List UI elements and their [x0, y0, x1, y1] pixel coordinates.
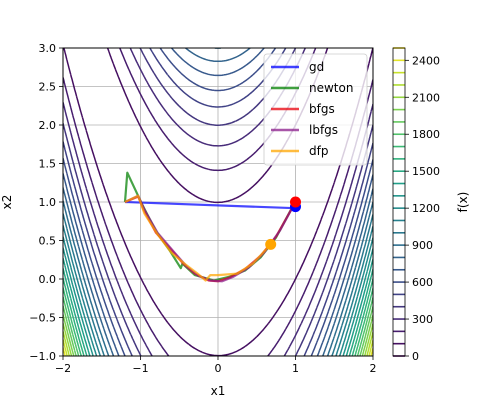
y-tick-label: 3.0	[39, 42, 57, 55]
legend-label-bfgs: bfgs	[309, 102, 335, 116]
contour-level-600	[63, 48, 373, 356]
contour-level-900	[63, 48, 373, 356]
x-tick-label: 1	[292, 362, 299, 375]
legend-label-gd: gd	[309, 60, 324, 74]
contour-level-1300	[63, 247, 373, 356]
contour-level-1500	[63, 268, 373, 356]
contour-level-1000	[63, 213, 373, 356]
legend-label-dfp: dfp	[309, 144, 328, 158]
colorbar-tick-label: 1200	[412, 202, 440, 215]
colorbar-label: f(x)	[456, 192, 470, 213]
contour-level-800	[63, 48, 373, 356]
x-tick-label: −2	[55, 362, 71, 375]
end-marker-dfp	[265, 238, 277, 250]
colorbar-tick-label: 0	[412, 350, 419, 363]
x-tick-label: −1	[132, 362, 148, 375]
legend-label-lbfgs: lbfgs	[309, 123, 338, 137]
contour-level-1400	[63, 258, 373, 356]
colorbar: 0 300 600 900 1200 1500 1800 2100 2400	[392, 47, 440, 363]
colorbar-bg	[393, 48, 405, 356]
contour-level-1600	[63, 277, 373, 356]
y-tick-label: 0.5	[39, 235, 57, 248]
colorbar-frame	[392, 47, 406, 357]
series-line-gd	[124, 200, 296, 210]
colorbar-tick-label: 2100	[412, 91, 440, 104]
legend-label-newton: newton	[309, 81, 353, 95]
x-axis-label: x1	[211, 384, 226, 398]
contour-level-700	[63, 48, 373, 356]
contour-level-1200	[63, 236, 373, 356]
contour-level-200	[63, 48, 373, 356]
contour-level-1800	[63, 296, 373, 356]
y-tick-label: 2.5	[39, 81, 57, 94]
y-tick-label: 0.0	[39, 273, 57, 286]
contour-level-400	[63, 48, 373, 356]
axes: −2 −1 0 1 2 −1.0 −0.5 0.0 0.5 1.0 1.5 2.0 2.5 3.0	[29, 42, 376, 375]
contour-level-1100	[63, 225, 373, 356]
legend-box	[263, 53, 368, 166]
legend: gd newton bfgs lbfgs dfp	[263, 53, 368, 166]
y-tick-label: 1.5	[39, 158, 57, 171]
contour-level-2100	[63, 323, 373, 356]
y-tick-label: −1.0	[29, 350, 56, 363]
colorbar-tick-label: 1500	[412, 165, 440, 178]
contour-level-1700	[63, 287, 373, 356]
y-tick-label: 2.0	[39, 119, 57, 132]
x-tick-label: 2	[370, 362, 377, 375]
colorbar-tick-label: 900	[412, 239, 433, 252]
series-layer	[123, 171, 301, 283]
x-tick-label: 0	[215, 362, 222, 375]
colorbar-tick-label: 600	[412, 276, 433, 289]
colorbar-tick-label: 300	[412, 313, 433, 326]
colorbar-tick-label: 2400	[412, 54, 440, 67]
y-axis-label: x2	[0, 195, 14, 210]
end-marker-bfgs	[290, 196, 301, 208]
contour-level-1900	[63, 305, 373, 356]
contour-level-2000	[63, 314, 373, 356]
series-line-dfp	[124, 194, 272, 282]
y-tick-label: −0.5	[29, 312, 56, 325]
y-tick-label: 1.0	[39, 196, 57, 209]
colorbar-tick-label: 1800	[412, 128, 440, 141]
contour-level-2200	[63, 331, 373, 356]
